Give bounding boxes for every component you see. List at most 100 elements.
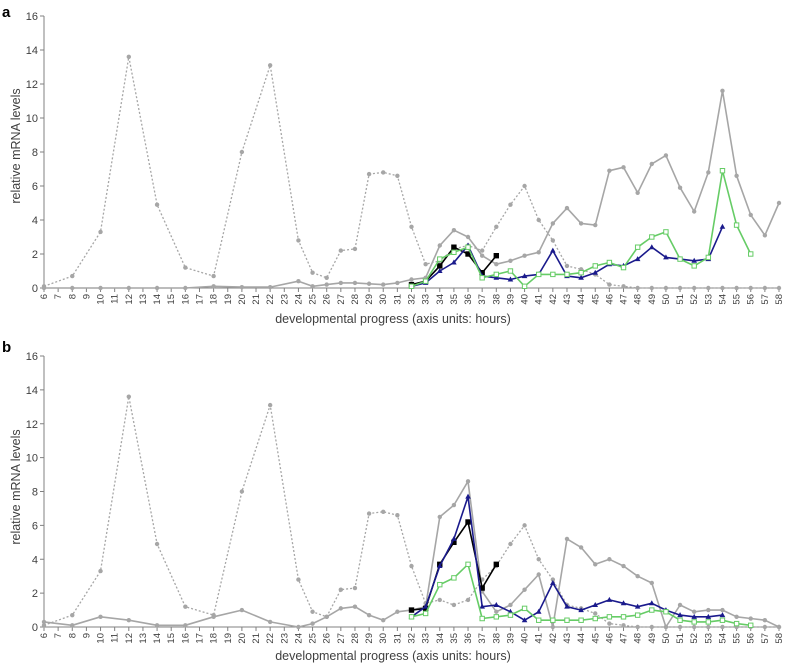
data-point (409, 277, 414, 282)
x-tick-label: 37 (477, 633, 488, 644)
y-tick-label: 14 (26, 45, 38, 57)
x-tick-label: 42 (548, 294, 559, 305)
data-point (465, 561, 471, 568)
data-point (663, 153, 669, 158)
data-point (267, 63, 273, 68)
data-point (578, 607, 584, 613)
x-tick-label: 18 (209, 294, 220, 305)
x-tick-label: 30 (378, 633, 389, 644)
data-point (451, 502, 457, 508)
data-point (762, 233, 768, 238)
data-point (522, 183, 527, 189)
x-tick-label: 32 (407, 294, 418, 305)
data-point (98, 285, 103, 291)
data-point (437, 597, 442, 603)
data-point (521, 273, 528, 279)
data-point (677, 612, 683, 618)
data-point (550, 617, 556, 623)
data-point (578, 221, 584, 226)
data-point (126, 618, 132, 623)
x-tick-label: 22 (265, 294, 276, 305)
data-point (706, 607, 711, 613)
data-point (705, 619, 712, 625)
data-point (606, 596, 613, 602)
data-point (211, 273, 216, 279)
data-point (734, 614, 739, 620)
x-tick-label: 24 (293, 294, 304, 305)
x-tick-label: 27 (336, 633, 347, 644)
data-point (154, 202, 160, 207)
series-line (43, 395, 779, 628)
data-point (634, 603, 641, 609)
x-tick-label: 29 (364, 633, 375, 644)
data-point (183, 623, 188, 628)
data-point (564, 263, 570, 269)
x-tick-label: 45 (590, 633, 601, 644)
x-tick-label: 27 (336, 294, 347, 305)
data-point (479, 275, 485, 281)
data-point (41, 285, 47, 291)
data-point (437, 256, 443, 262)
x-tick-label: 33 (421, 294, 432, 305)
data-point (748, 622, 754, 629)
data-point (366, 171, 372, 177)
panel-label: a (2, 4, 11, 21)
x-tick-label: 16 (180, 294, 191, 305)
data-point (422, 610, 429, 617)
data-point (494, 224, 499, 229)
x-tick-label: 13 (138, 633, 149, 644)
series-line (44, 90, 780, 289)
data-point (211, 614, 216, 620)
x-tick-label: 57 (760, 294, 771, 305)
x-tick-label: 17 (194, 633, 205, 644)
series-line (411, 521, 497, 611)
x-tick-label: 34 (435, 294, 446, 305)
data-point (437, 263, 443, 269)
data-point (494, 609, 499, 614)
x-tick-label: 16 (180, 633, 191, 644)
series-1 (41, 479, 782, 630)
data-point (451, 602, 457, 608)
data-point (607, 282, 612, 287)
data-point (691, 613, 697, 619)
data-point (521, 605, 528, 612)
data-point (648, 244, 655, 250)
x-tick-label: 28 (350, 294, 361, 305)
x-tick-label: 11 (110, 294, 121, 304)
data-point (706, 624, 711, 630)
data-point (98, 568, 103, 574)
y-tick-label: 2 (32, 249, 38, 261)
x-tick-label: 28 (350, 633, 361, 644)
x-tick-label: 11 (110, 633, 121, 643)
data-point (550, 579, 556, 585)
data-point (395, 280, 400, 286)
data-point (621, 623, 626, 628)
data-point (564, 603, 570, 609)
data-point (493, 561, 500, 568)
data-point (522, 587, 527, 592)
y-tick-label: 14 (26, 385, 38, 397)
y-tick-label: 10 (26, 453, 38, 465)
series-4 (408, 561, 754, 629)
x-tick-label: 14 (152, 633, 163, 644)
data-point (296, 577, 301, 582)
x-tick-label: 15 (166, 633, 177, 644)
x-tick-label: 31 (392, 633, 403, 644)
data-point (296, 238, 301, 243)
data-point (776, 285, 782, 291)
x-tick-label: 56 (746, 294, 757, 305)
x-tick-label: 58 (774, 633, 785, 644)
data-point (578, 545, 584, 550)
data-point (395, 609, 400, 614)
data-point (733, 620, 740, 627)
data-point (691, 285, 697, 291)
data-point (536, 250, 541, 255)
data-point (465, 597, 471, 603)
x-tick-label: 10 (96, 633, 107, 644)
data-point (536, 617, 542, 623)
data-point (677, 285, 683, 291)
x-tick-label: 49 (647, 294, 658, 305)
x-tick-label: 48 (633, 633, 644, 644)
x-tick-label: 41 (534, 294, 545, 305)
